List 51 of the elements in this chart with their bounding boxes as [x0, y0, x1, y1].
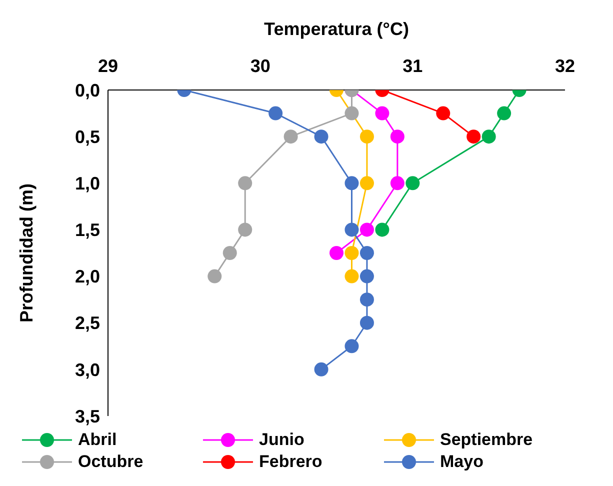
y-tick-label: 0,5: [74, 126, 100, 147]
point: [238, 222, 252, 237]
point: [268, 106, 283, 120]
y-tick-label: 1,5: [74, 220, 100, 240]
x-axis-title: Temperatura (°C): [264, 18, 409, 39]
y-axis-title: Profundidad (m): [16, 184, 36, 322]
y-tick-label: 0,0: [74, 80, 100, 100]
point: [466, 130, 481, 144]
y-tick-label: 3,0: [74, 360, 100, 380]
y-tick-label: 1,0: [74, 174, 100, 194]
point: [375, 222, 390, 237]
legend-label: Septiembre: [440, 430, 533, 450]
point: [330, 246, 344, 260]
point: [314, 362, 328, 376]
point: [360, 130, 374, 144]
point: [406, 176, 420, 190]
point: [497, 106, 512, 120]
y-tick-label: 3,5: [74, 406, 100, 426]
point: [238, 176, 252, 190]
point: [436, 106, 450, 120]
x-tick-label: 29: [98, 56, 118, 76]
point: [360, 222, 374, 237]
point: [344, 222, 359, 237]
point: [344, 269, 359, 284]
x-tick-label: 30: [250, 56, 270, 76]
legend-label: Febrero: [259, 452, 322, 472]
point: [314, 130, 328, 144]
y-tick-label: 2,5: [74, 313, 100, 334]
point: [344, 246, 359, 260]
point: [390, 176, 404, 190]
point: [360, 246, 374, 260]
point: [344, 339, 359, 354]
point: [482, 130, 496, 144]
point: [390, 130, 404, 144]
legend-label: Junio: [259, 430, 304, 450]
point: [360, 269, 374, 284]
point: [208, 269, 222, 284]
legend-label: Mayo: [440, 452, 484, 472]
y-tick-label: 2,0: [74, 266, 100, 287]
legend-label: Abril: [78, 430, 117, 450]
x-tick-label: 31: [402, 56, 423, 76]
point: [284, 130, 298, 144]
point: [222, 246, 237, 260]
point: [360, 292, 374, 307]
point: [360, 176, 374, 190]
legend-label: Octubre: [78, 452, 144, 472]
point: [375, 106, 390, 120]
point: [344, 176, 359, 190]
point: [360, 316, 374, 330]
point: [344, 106, 359, 120]
x-tick-label: 32: [554, 56, 576, 76]
